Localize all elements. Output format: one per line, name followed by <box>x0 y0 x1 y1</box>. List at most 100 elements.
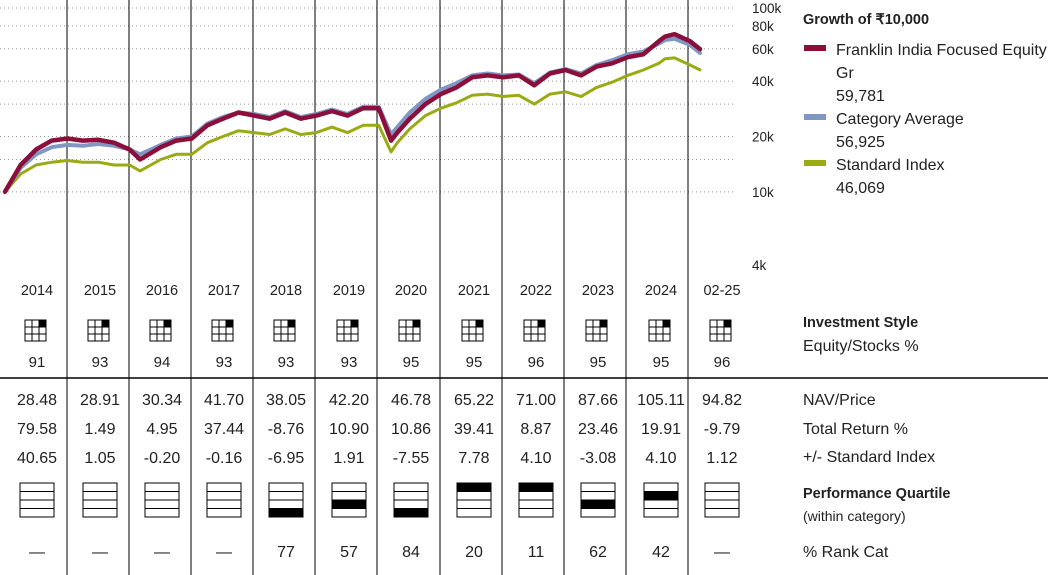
quartile-label: Performance Quartile <box>803 486 951 502</box>
y-tick-label: 80k <box>752 19 774 34</box>
year-label: 2019 <box>332 283 366 299</box>
nav-value: 105.11 <box>637 392 685 409</box>
style-box <box>523 319 546 342</box>
year-label: 2020 <box>394 283 428 299</box>
y-axis-ticks: 4k 10k 20k 40k 60k 80k 100k <box>752 1 782 273</box>
rank-value: 84 <box>402 544 420 561</box>
legend-index: Standard Index 46,069 <box>836 154 1048 200</box>
legend-fund-name: Franklin India Focused Equity <box>836 42 1047 59</box>
y-tick-label: 10k <box>752 185 774 200</box>
vs-index-value: 4.10 <box>645 450 677 467</box>
growth-title: Growth of ₹10,000 <box>803 12 930 28</box>
rank-value: — <box>154 544 170 561</box>
row-label-total-return: Total Return % <box>803 421 908 438</box>
quartile-boxes <box>19 482 740 518</box>
style-box <box>149 319 172 342</box>
rank-value: 42 <box>652 544 670 561</box>
legend-category-name: Category Average <box>836 111 964 128</box>
legend-swatch-index <box>804 160 826 166</box>
style-box <box>211 319 234 342</box>
total-return-value: 4.95 <box>146 421 178 438</box>
quartile-box <box>19 482 55 518</box>
quartile-box <box>393 482 429 518</box>
legend-swatch-category <box>804 114 826 120</box>
quartile-box <box>456 482 492 518</box>
vs-index-value: 1.91 <box>333 450 365 467</box>
total-return-value: -9.79 <box>703 421 741 438</box>
row-label-vs-index: +/- Standard Index <box>803 449 936 466</box>
equity-pct: 91 <box>28 354 46 371</box>
quartile-box <box>206 482 242 518</box>
nav-value: 41.70 <box>203 392 245 409</box>
rank-value: 57 <box>340 544 358 561</box>
series-line-index <box>3 56 702 194</box>
style-box <box>648 319 671 342</box>
rank-value: 11 <box>527 544 545 561</box>
year-label: 2021 <box>457 283 491 299</box>
vs-index-value: 1.12 <box>706 450 738 467</box>
quartile-box <box>643 482 679 518</box>
total-return-value: -8.76 <box>267 421 305 438</box>
rank-value: — <box>92 544 108 561</box>
y-tick-label: 100k <box>752 1 782 16</box>
series-layer <box>2 31 703 195</box>
total-return-value: 10.90 <box>328 421 370 438</box>
vs-index-value: 4.10 <box>520 450 552 467</box>
vs-index-value: -6.95 <box>267 450 305 467</box>
y-tick-label: 40k <box>752 74 774 89</box>
equity-pct: 93 <box>277 354 295 371</box>
quartile-box <box>704 482 740 518</box>
total-return-value: 39.41 <box>453 421 495 438</box>
legend-fund-value: 59,781 <box>836 88 885 105</box>
rank-value: 62 <box>589 544 607 561</box>
series-line-fund <box>2 31 703 195</box>
year-label: 02-25 <box>703 283 741 299</box>
quartile-box <box>518 482 554 518</box>
nav-value: 94.82 <box>701 392 743 409</box>
nav-value: 42.20 <box>328 392 370 409</box>
nav-value: 87.66 <box>577 392 619 409</box>
row-label-nav: NAV/Price <box>803 392 876 409</box>
year-label: 2015 <box>83 283 117 299</box>
year-label: 2022 <box>519 283 553 299</box>
style-box <box>398 319 421 342</box>
style-box <box>24 319 47 342</box>
nav-value: 30.34 <box>141 392 183 409</box>
quartile-box <box>580 482 616 518</box>
equity-pct: 96 <box>527 354 545 371</box>
rank-value: — <box>216 544 232 561</box>
nav-value: 46.78 <box>390 392 432 409</box>
nav-value: 38.05 <box>265 392 307 409</box>
equity-pct: 95 <box>465 354 483 371</box>
quartile-box <box>144 482 180 518</box>
year-label: 2023 <box>581 283 615 299</box>
y-tick-label: 60k <box>752 42 774 57</box>
year-label: 2016 <box>145 283 179 299</box>
equity-pct: 95 <box>589 354 607 371</box>
total-return-value: 23.46 <box>577 421 619 438</box>
equity-pct: 93 <box>91 354 109 371</box>
equity-pct: 93 <box>340 354 358 371</box>
quartile-box <box>82 482 118 518</box>
total-return-value: 19.91 <box>640 421 682 438</box>
y-tick-label: 4k <box>752 258 767 273</box>
nav-value: 65.22 <box>453 392 495 409</box>
total-return-value: 37.44 <box>203 421 245 438</box>
y-tick-label: 20k <box>752 130 774 145</box>
total-return-value: 10.86 <box>390 421 432 438</box>
legend-category: Category Average 56,925 <box>836 108 1048 154</box>
equity-pct: 94 <box>153 354 171 371</box>
style-box <box>585 319 608 342</box>
style-box <box>273 319 296 342</box>
legend-index-value: 46,069 <box>836 180 885 197</box>
style-box <box>461 319 484 342</box>
rank-value: 77 <box>277 544 295 561</box>
legend-index-name: Standard Index <box>836 157 945 174</box>
equity-pct: 93 <box>215 354 233 371</box>
year-label: 2024 <box>644 283 678 299</box>
style-box <box>709 319 732 342</box>
rank-label: % Rank Cat <box>803 544 889 561</box>
quartile-box <box>331 482 367 518</box>
style-label: Investment Style <box>803 315 919 331</box>
